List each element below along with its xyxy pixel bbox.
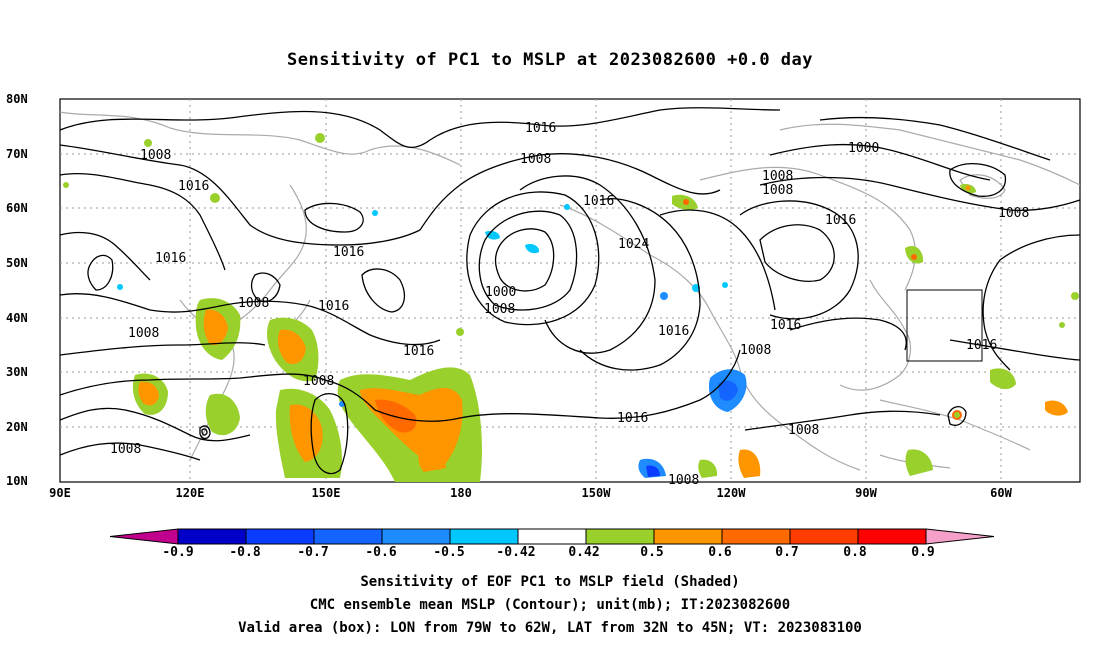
lat-label: 30N bbox=[6, 365, 28, 379]
lat-label: 70N bbox=[6, 147, 28, 161]
lon-label: 90E bbox=[49, 486, 71, 500]
contour-label: 1008 bbox=[110, 442, 141, 457]
contour-label: 1016 bbox=[333, 245, 364, 260]
colorbar-label: -0.9 bbox=[162, 545, 194, 560]
colorbar-segment bbox=[449, 528, 519, 545]
contour-label: 1016 bbox=[178, 179, 209, 194]
contour-label: 1016 bbox=[155, 251, 186, 266]
chart-title: Sensitivity of PC1 to MSLP at 2023082600… bbox=[286, 50, 813, 70]
colorbar bbox=[109, 528, 995, 545]
contour-label: 1024 bbox=[618, 237, 649, 252]
contour-label: 1008 bbox=[303, 374, 334, 389]
colorbar-segment bbox=[381, 528, 451, 545]
colorbar-label: -0.7 bbox=[297, 545, 329, 560]
valid-area-box bbox=[906, 289, 983, 362]
mslp-contours bbox=[59, 107, 1081, 475]
contour-label: 1016 bbox=[403, 344, 434, 359]
lon-label: 90W bbox=[855, 486, 877, 500]
contour-label: 1016 bbox=[658, 324, 689, 339]
contour-label: 1008 bbox=[762, 183, 793, 198]
colorbar-label: 0.42 bbox=[568, 545, 600, 560]
caption-line-3: Valid area (box): LON from 79W to 62W, L… bbox=[238, 620, 862, 636]
colorbar-label: -0.8 bbox=[229, 545, 261, 560]
lon-label: 180 bbox=[450, 486, 472, 500]
colorbar-segment bbox=[789, 528, 859, 545]
lon-label: 120E bbox=[175, 486, 205, 500]
contour-label: 1016 bbox=[583, 194, 614, 209]
contour-label: 1016 bbox=[318, 299, 349, 314]
colorbar-segment bbox=[245, 528, 315, 545]
colorbar-segment bbox=[857, 528, 927, 545]
lat-label: 50N bbox=[6, 256, 28, 270]
contour-label: 1008 bbox=[762, 169, 793, 184]
contour-label: 1008 bbox=[484, 302, 515, 317]
contour-label: 1016 bbox=[617, 411, 648, 426]
lat-label: 20N bbox=[6, 420, 28, 434]
caption-line-2: CMC ensemble mean MSLP (Contour); unit(m… bbox=[309, 597, 791, 613]
sensitivity-shading bbox=[63, 133, 1079, 482]
lat-label: 60N bbox=[6, 201, 28, 215]
contour-label: 1008 bbox=[140, 148, 171, 163]
contour-label: 1008 bbox=[668, 473, 699, 488]
colorbar-label: -0.5 bbox=[433, 545, 465, 560]
colorbar-label: -0.42 bbox=[496, 545, 536, 560]
contour-label: 1008 bbox=[128, 326, 159, 341]
contour-label: 1008 bbox=[740, 343, 771, 358]
colorbar-label: 0.8 bbox=[843, 545, 867, 560]
colorbar-segment bbox=[313, 528, 383, 545]
colorbar-segment bbox=[925, 528, 995, 545]
caption-line-1: Sensitivity of EOF PC1 to MSLP field (Sh… bbox=[360, 574, 740, 590]
colorbar-label: -0.6 bbox=[365, 545, 397, 560]
colorbar-segment bbox=[721, 528, 791, 545]
lat-label: 10N bbox=[6, 474, 28, 488]
colorbar-segment bbox=[517, 528, 587, 545]
lon-label: 150E bbox=[311, 486, 341, 500]
contour-label: 1008 bbox=[998, 206, 1029, 221]
contour-label: 1016 bbox=[525, 121, 556, 136]
contour-labels: 1016 1008 1016 1016 1016 1008 1008 1016 … bbox=[110, 121, 1029, 488]
contour-label: 1008 bbox=[788, 423, 819, 438]
contour-label: 1008 bbox=[238, 296, 269, 311]
colorbar-segment bbox=[177, 528, 247, 545]
lat-label: 80N bbox=[6, 92, 28, 106]
colorbar-label: 0.7 bbox=[775, 545, 799, 560]
colorbar-segment bbox=[109, 528, 179, 545]
contour-label: 1000 bbox=[848, 141, 879, 156]
contour-label: 1000 bbox=[485, 285, 516, 300]
lon-label: 120W bbox=[716, 486, 746, 500]
colorbar-label: 0.5 bbox=[640, 545, 664, 560]
lon-label: 60W bbox=[990, 486, 1012, 500]
contour-label: 1008 bbox=[520, 152, 551, 167]
contour-label: 1016 bbox=[825, 213, 856, 228]
colorbar-segment bbox=[585, 528, 655, 545]
colorbar-segment bbox=[653, 528, 723, 545]
colorbar-label: 0.9 bbox=[911, 545, 935, 560]
contour-label: 1016 bbox=[770, 318, 801, 333]
lon-label: 150W bbox=[581, 486, 611, 500]
colorbar-label: 0.6 bbox=[708, 545, 732, 560]
lat-label: 40N bbox=[6, 311, 28, 325]
